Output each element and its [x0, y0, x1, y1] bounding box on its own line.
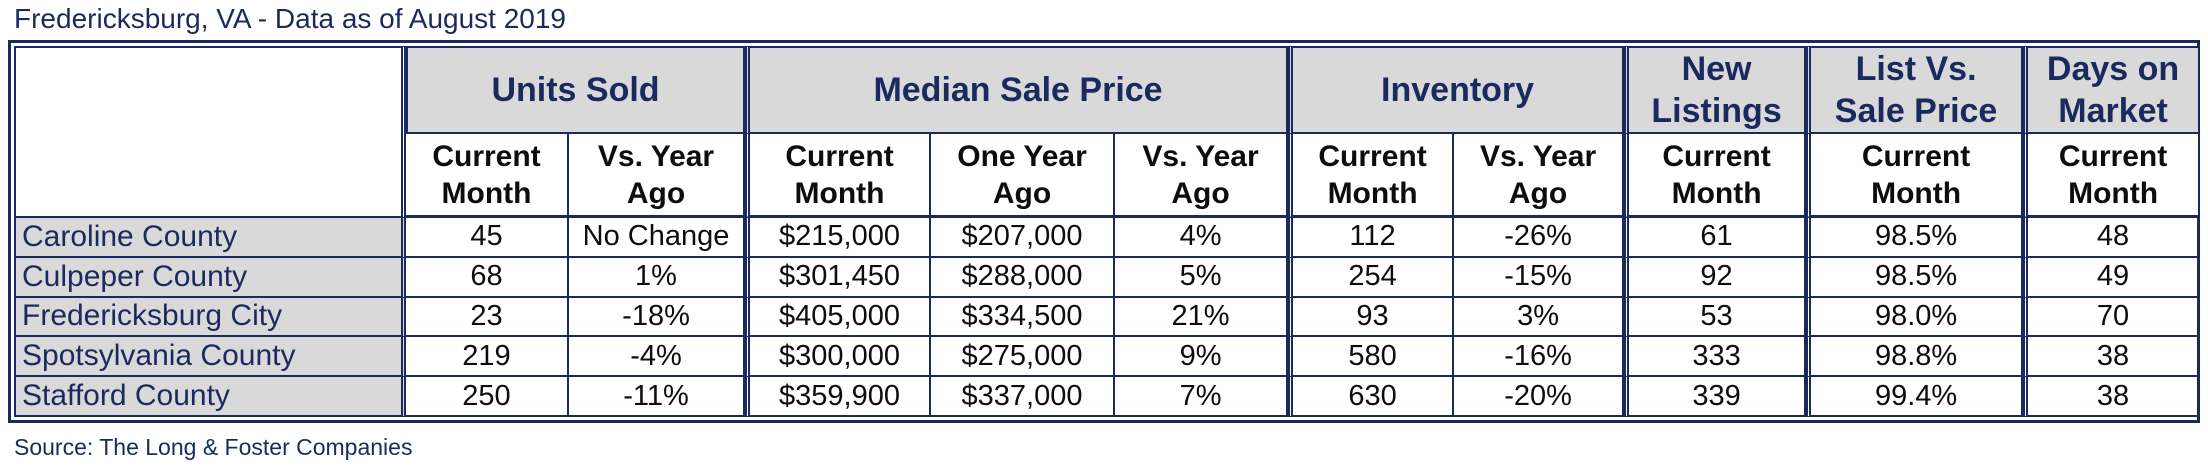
subheader-price-one-year-ago: One Year Ago: [931, 134, 1116, 218]
price-current-cell: $301,450: [745, 257, 932, 298]
subheader-row: Current Month Vs. Year Ago Current Month On…: [14, 134, 2201, 218]
table-row: Caroline County 45 No Change $215,000 $2…: [14, 218, 2201, 258]
price-year-ago-cell: $207,000: [931, 218, 1116, 258]
group-header-days-on-market-line2: Market: [2058, 92, 2168, 130]
group-header-inventory: Inventory: [1288, 46, 1625, 134]
units-current-cell: 45: [406, 218, 569, 258]
group-header-days-on-market-line1: Days on: [2046, 50, 2180, 88]
price-year-ago-cell: $334,500: [931, 297, 1116, 338]
inventory-vs-year-cell: -15%: [1454, 257, 1625, 298]
subheader-units-vs-year-ago: Vs. Year Ago: [569, 134, 746, 218]
corner-cell: [14, 46, 406, 218]
row-label: Caroline County: [14, 218, 406, 258]
group-header-row: Units Sold Median Sale Price Inventory N…: [14, 46, 2201, 218]
inventory-current-cell: 580: [1288, 337, 1455, 378]
new-listings-cell: 53: [1624, 297, 1807, 338]
market-data-table: Units Sold Median Sale Price Inventory N…: [14, 46, 2201, 417]
list-vs-sale-cell: 98.5%: [1806, 257, 2024, 298]
price-vs-year-cell: 9%: [1115, 337, 1289, 378]
group-header-list-vs-sale: List Vs. Sale Price: [1806, 46, 2024, 134]
units-current-cell: 219: [406, 337, 569, 378]
inventory-current-cell: 93: [1288, 297, 1455, 338]
subheader-list-vs-sale-current-month: Current Month: [1806, 134, 2024, 218]
group-header-list-vs-sale-line1: List Vs.: [1855, 50, 1977, 88]
table-row: Stafford County 250 -11% $359,900 $337,0…: [14, 377, 2201, 417]
price-current-cell: $359,900: [745, 377, 932, 417]
new-listings-cell: 61: [1624, 218, 1807, 258]
inventory-vs-year-cell: -26%: [1454, 218, 1625, 258]
group-header-median-sale-price: Median Sale Price: [745, 46, 1289, 134]
list-vs-sale-cell: 98.5%: [1806, 218, 2024, 258]
price-current-cell: $405,000: [745, 297, 932, 338]
subheader-inventory-current-month: Current Month: [1288, 134, 1455, 218]
market-data-table-frame: Units Sold Median Sale Price Inventory N…: [8, 40, 2201, 423]
subheader-price-current-month: Current Month: [745, 134, 932, 218]
list-vs-sale-cell: 99.4%: [1806, 377, 2024, 417]
price-year-ago-cell: $337,000: [931, 377, 1116, 417]
row-label: Spotsylvania County: [14, 337, 406, 378]
group-header-days-on-market: Days on Market: [2023, 46, 2201, 134]
units-vs-year-cell: -18%: [569, 297, 746, 338]
subheader-price-vs-year-ago: Vs. Year Ago: [1115, 134, 1289, 218]
days-on-market-cell: 49: [2023, 257, 2201, 298]
page-title: Fredericksburg, VA - Data as of August 2…: [14, 3, 567, 34]
price-vs-year-cell: 7%: [1115, 377, 1289, 417]
new-listings-cell: 339: [1624, 377, 1807, 417]
row-label: Fredericksburg City: [14, 297, 406, 338]
units-vs-year-cell: No Change: [569, 218, 746, 258]
units-vs-year-cell: -11%: [569, 377, 746, 417]
days-on-market-cell: 38: [2023, 377, 2201, 417]
subheader-days-on-market-current-month: Current Month: [2023, 134, 2201, 218]
inventory-current-cell: 112: [1288, 218, 1455, 258]
row-label: Stafford County: [14, 377, 406, 417]
group-header-units-sold: Units Sold: [406, 46, 746, 134]
group-header-new-listings-line1: New: [1681, 50, 1752, 88]
price-vs-year-cell: 21%: [1115, 297, 1289, 338]
price-year-ago-cell: $288,000: [931, 257, 1116, 298]
group-header-list-vs-sale-line2: Sale Price: [1834, 92, 1998, 130]
days-on-market-cell: 38: [2023, 337, 2201, 378]
table-row: Culpeper County 68 1% $301,450 $288,000 …: [14, 257, 2201, 298]
price-vs-year-cell: 5%: [1115, 257, 1289, 298]
new-listings-cell: 92: [1624, 257, 1807, 298]
inventory-vs-year-cell: -16%: [1454, 337, 1625, 378]
row-label: Culpeper County: [14, 257, 406, 298]
inventory-current-cell: 254: [1288, 257, 1455, 298]
source-note: Source: The Long & Foster Companies: [14, 434, 413, 460]
group-header-new-listings-line2: Listings: [1651, 92, 1782, 130]
list-vs-sale-cell: 98.8%: [1806, 337, 2024, 378]
price-vs-year-cell: 4%: [1115, 218, 1289, 258]
group-header-new-listings: New Listings: [1624, 46, 1807, 134]
table-row: Spotsylvania County 219 -4% $300,000 $27…: [14, 337, 2201, 378]
price-current-cell: $300,000: [745, 337, 932, 378]
units-vs-year-cell: 1%: [569, 257, 746, 298]
subheader-inventory-vs-year-ago: Vs. Year Ago: [1454, 134, 1625, 218]
subheader-units-current-month: Current Month: [406, 134, 569, 218]
units-current-cell: 68: [406, 257, 569, 298]
inventory-current-cell: 630: [1288, 377, 1455, 417]
inventory-vs-year-cell: 3%: [1454, 297, 1625, 338]
subheader-new-listings-current-month: Current Month: [1624, 134, 1807, 218]
units-current-cell: 23: [406, 297, 569, 338]
table-row: Fredericksburg City 23 -18% $405,000 $33…: [14, 297, 2201, 338]
units-current-cell: 250: [406, 377, 569, 417]
days-on-market-cell: 48: [2023, 218, 2201, 258]
inventory-vs-year-cell: -20%: [1454, 377, 1625, 417]
units-vs-year-cell: -4%: [569, 337, 746, 378]
days-on-market-cell: 70: [2023, 297, 2201, 338]
price-year-ago-cell: $275,000: [931, 337, 1116, 378]
price-current-cell: $215,000: [745, 218, 932, 258]
new-listings-cell: 333: [1624, 337, 1807, 378]
list-vs-sale-cell: 98.0%: [1806, 297, 2024, 338]
